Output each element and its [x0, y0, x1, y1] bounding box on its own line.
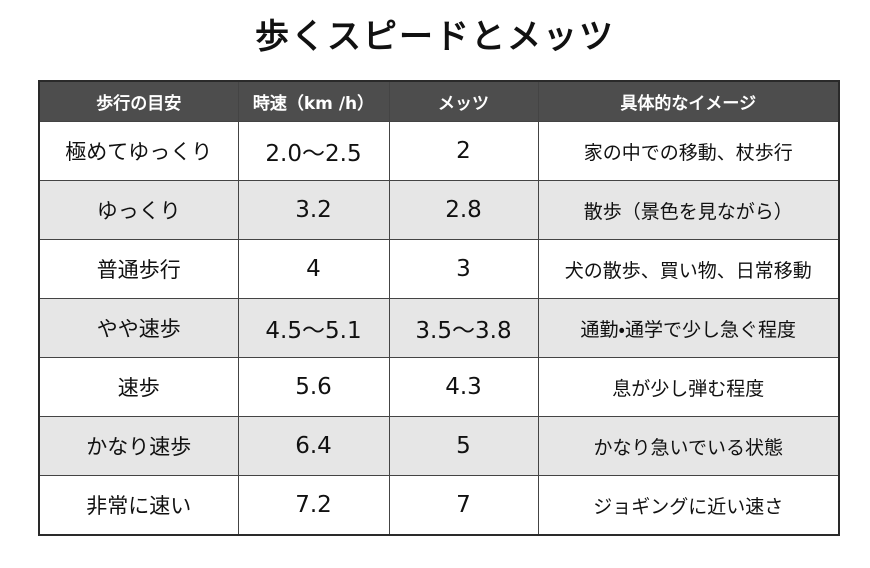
table-cell: 非常に速い: [38, 475, 239, 536]
table-head: 歩行の目安 時速（km /h） メッツ 具体的なイメージ: [38, 80, 840, 122]
table-cell: やや速歩: [38, 298, 239, 358]
table-cell: 2: [388, 121, 539, 181]
page-title: 歩くスピードとメッツ: [255, 17, 615, 57]
table-row: 極めてゆっくり 2.0～2.5 2 家の中での移動、杖歩行: [38, 121, 840, 181]
table-cell: 7: [388, 475, 539, 536]
table-row: 非常に速い 7.2 7 ジョギングに近い速さ: [38, 475, 840, 536]
table-cell: 家の中での移動、杖歩行: [537, 121, 840, 181]
table-cell: 4.3: [388, 357, 539, 417]
table-cell: 普通歩行: [38, 239, 239, 299]
column-header: メッツ: [388, 80, 539, 122]
table-cell: 4.5～5.1: [237, 298, 390, 358]
table-cell: 速歩: [38, 357, 239, 417]
column-header: 時速（km /h）: [237, 80, 390, 122]
table-cell: かなり速歩: [38, 416, 239, 476]
table-cell: 通勤・通学で少し急ぐ程度: [537, 298, 840, 358]
table-cell: 犬の散歩、買い物、日常移動: [537, 239, 840, 299]
table-row: 普通歩行 4 3 犬の散歩、買い物、日常移動: [38, 239, 840, 299]
metsu-table: 歩行の目安 時速（km /h） メッツ 具体的なイメージ 極めてゆっくり 2.0～2.5…: [38, 80, 840, 536]
table-cell: ジョギングに近い速さ: [537, 475, 840, 536]
column-header: 歩行の目安: [38, 80, 239, 122]
table-cell: 6.4: [237, 416, 390, 476]
table-cell: 3.2: [237, 180, 390, 240]
table-cell: 2.0～2.5: [237, 121, 390, 181]
table-row: かなり速歩 6.4 5 かなり急いでいる状態: [38, 416, 840, 476]
table-cell: 極めてゆっくり: [38, 121, 239, 181]
table-cell: 散歩（景色を見ながら）: [537, 180, 840, 240]
table-cell: 5.6: [237, 357, 390, 417]
table-body: 極めてゆっくり 2.0～2.5 2 家の中での移動、杖歩行 ゆっくり 3.2 2.8 散歩（景…: [38, 121, 840, 536]
table-cell: 4: [237, 239, 390, 299]
table-cell: ゆっくり: [38, 180, 239, 240]
table-row: ゆっくり 3.2 2.8 散歩（景色を見ながら）: [38, 180, 840, 240]
table-row: 速歩 5.6 4.3 息が少し弾む程度: [38, 357, 840, 417]
table-cell: 5: [388, 416, 539, 476]
table-cell: かなり急いでいる状態: [537, 416, 840, 476]
table-cell: 7.2: [237, 475, 390, 536]
table-cell: 3.5～3.8: [388, 298, 539, 358]
table-row: やや速歩 4.5～5.1 3.5～3.8 通勤・通学で少し急ぐ程度: [38, 298, 840, 358]
column-header: 具体的なイメージ: [537, 80, 840, 122]
table-cell: 3: [388, 239, 539, 299]
table-cell: 息が少し弾む程度: [537, 357, 840, 417]
table-cell: 2.8: [388, 180, 539, 240]
header-row: 歩行の目安 時速（km /h） メッツ 具体的なイメージ: [38, 80, 840, 122]
